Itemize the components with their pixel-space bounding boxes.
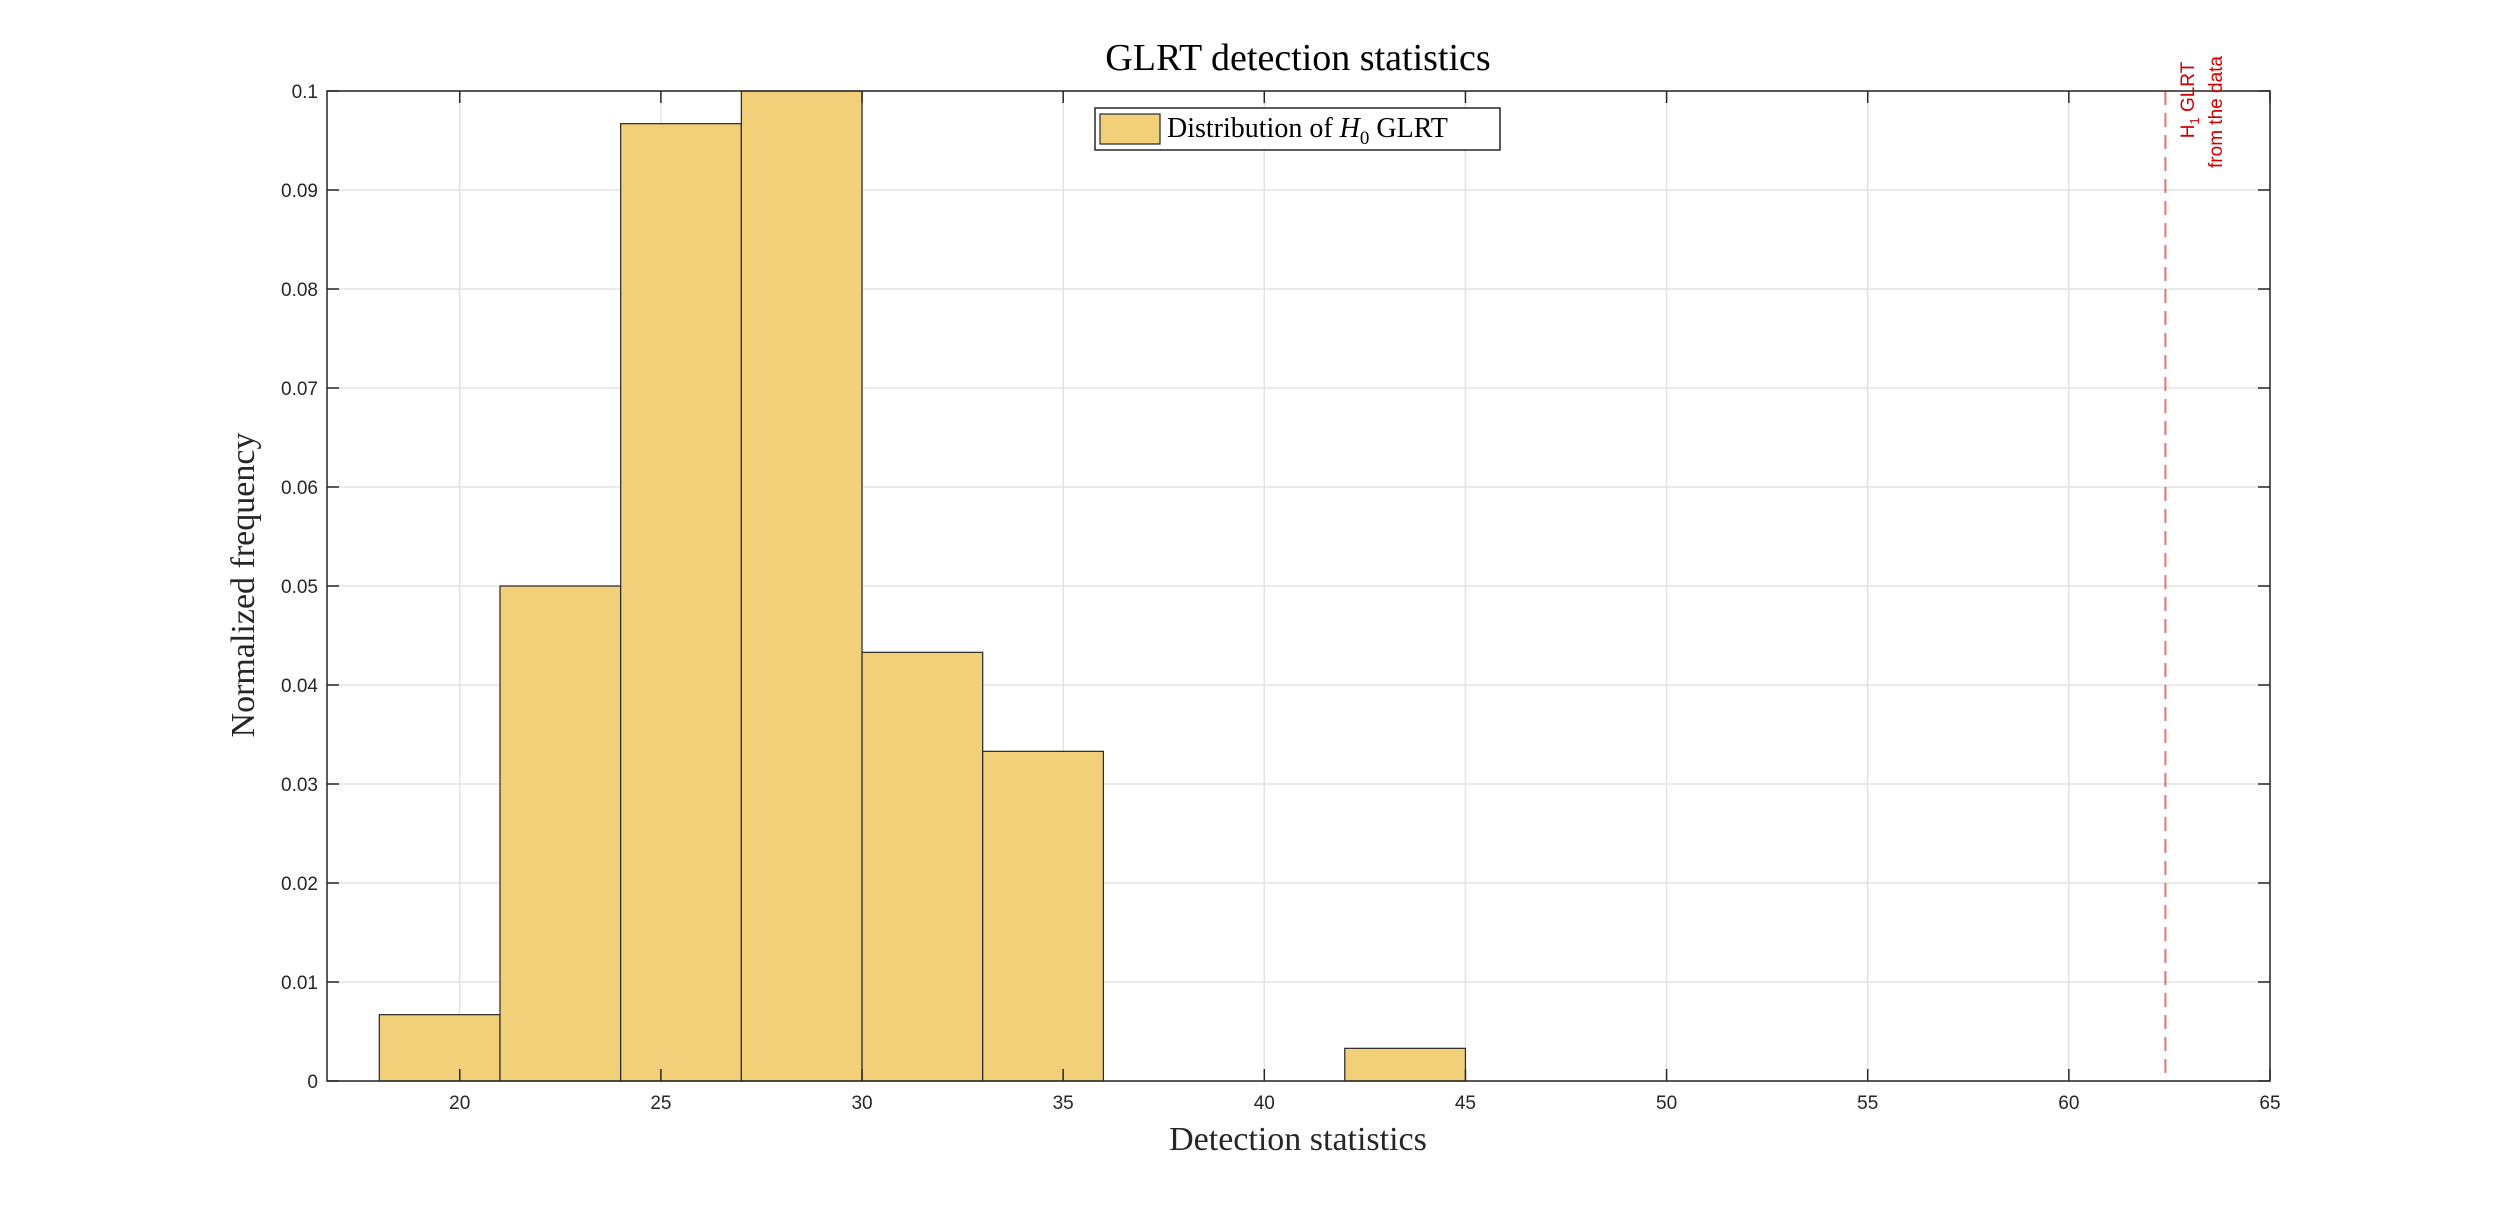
x-tick-label: 20 xyxy=(449,1093,470,1114)
y-axis-title: Normalized frequency xyxy=(225,433,262,738)
x-tick-label: 55 xyxy=(1857,1093,1878,1114)
histogram-bars xyxy=(378,90,1467,1082)
h1-annotation-subscript: 1 xyxy=(2187,117,2202,124)
x-tick-label: 35 xyxy=(1053,1093,1074,1114)
x-tick-label: 60 xyxy=(2058,1093,2079,1114)
x-axis-ticks: 20 25 30 35 40 45 50 55 60 65 xyxy=(449,91,2281,1114)
y-tick-label: 0.03 xyxy=(281,775,318,796)
x-tick-label: 50 xyxy=(1656,1093,1677,1114)
y-tick-label: 0.1 xyxy=(292,82,318,103)
legend: Distribution of H0 GLRT xyxy=(1094,107,1501,151)
y-axis-ticks: 0 0.01 0.02 0.03 0.04 0.05 0.06 0.07 0.08 0.09 0.1 xyxy=(281,82,2270,1093)
x-axis-title: Detection statistics xyxy=(1169,1121,1427,1158)
chart-title: GLRT detection statistics xyxy=(1105,37,1490,79)
histogram-bar xyxy=(1344,1047,1467,1082)
histogram-bar xyxy=(499,585,622,1082)
legend-symbol: H xyxy=(1339,113,1362,144)
h1-annotation-line1: H1 GLRT xyxy=(2178,61,2202,138)
legend-prefix: Distribution of xyxy=(1167,113,1340,144)
h1-annotation-symbol: H xyxy=(2178,125,2199,139)
h1-annotation-rest: GLRT xyxy=(2178,61,2199,117)
y-tick-label: 0.06 xyxy=(281,478,318,499)
y-tick-label: 0.01 xyxy=(281,973,318,994)
histogram-bar xyxy=(378,1014,501,1082)
histogram-bar xyxy=(861,651,984,1082)
legend-suffix: GLRT xyxy=(1369,113,1447,144)
legend-label: Distribution of H0 GLRT xyxy=(1167,113,1448,149)
histogram-bar xyxy=(620,123,742,1082)
x-tick-label: 45 xyxy=(1455,1093,1476,1114)
x-tick-label: 65 xyxy=(2259,1093,2280,1114)
legend-box xyxy=(1094,107,1501,151)
y-tick-label: 0 xyxy=(307,1072,318,1093)
y-tick-label: 0.05 xyxy=(281,577,318,598)
h1-annotation: H1 GLRT from the data xyxy=(2178,56,2227,168)
y-tick-label: 0.07 xyxy=(281,379,318,400)
histogram-bar xyxy=(982,750,1104,1082)
y-tick-label: 0.04 xyxy=(281,676,318,697)
h1-annotation-line2: from the data xyxy=(2206,56,2227,168)
x-tick-label: 30 xyxy=(851,1093,872,1114)
legend-subscript: 0 xyxy=(1360,128,1370,149)
y-tick-label: 0.08 xyxy=(281,280,318,301)
y-tick-label: 0.09 xyxy=(281,181,318,202)
histogram-bar xyxy=(740,90,863,1082)
x-tick-label: 40 xyxy=(1254,1093,1275,1114)
legend-swatch xyxy=(1099,113,1161,145)
x-tick-label: 25 xyxy=(650,1093,671,1114)
y-tick-label: 0.02 xyxy=(281,874,318,895)
